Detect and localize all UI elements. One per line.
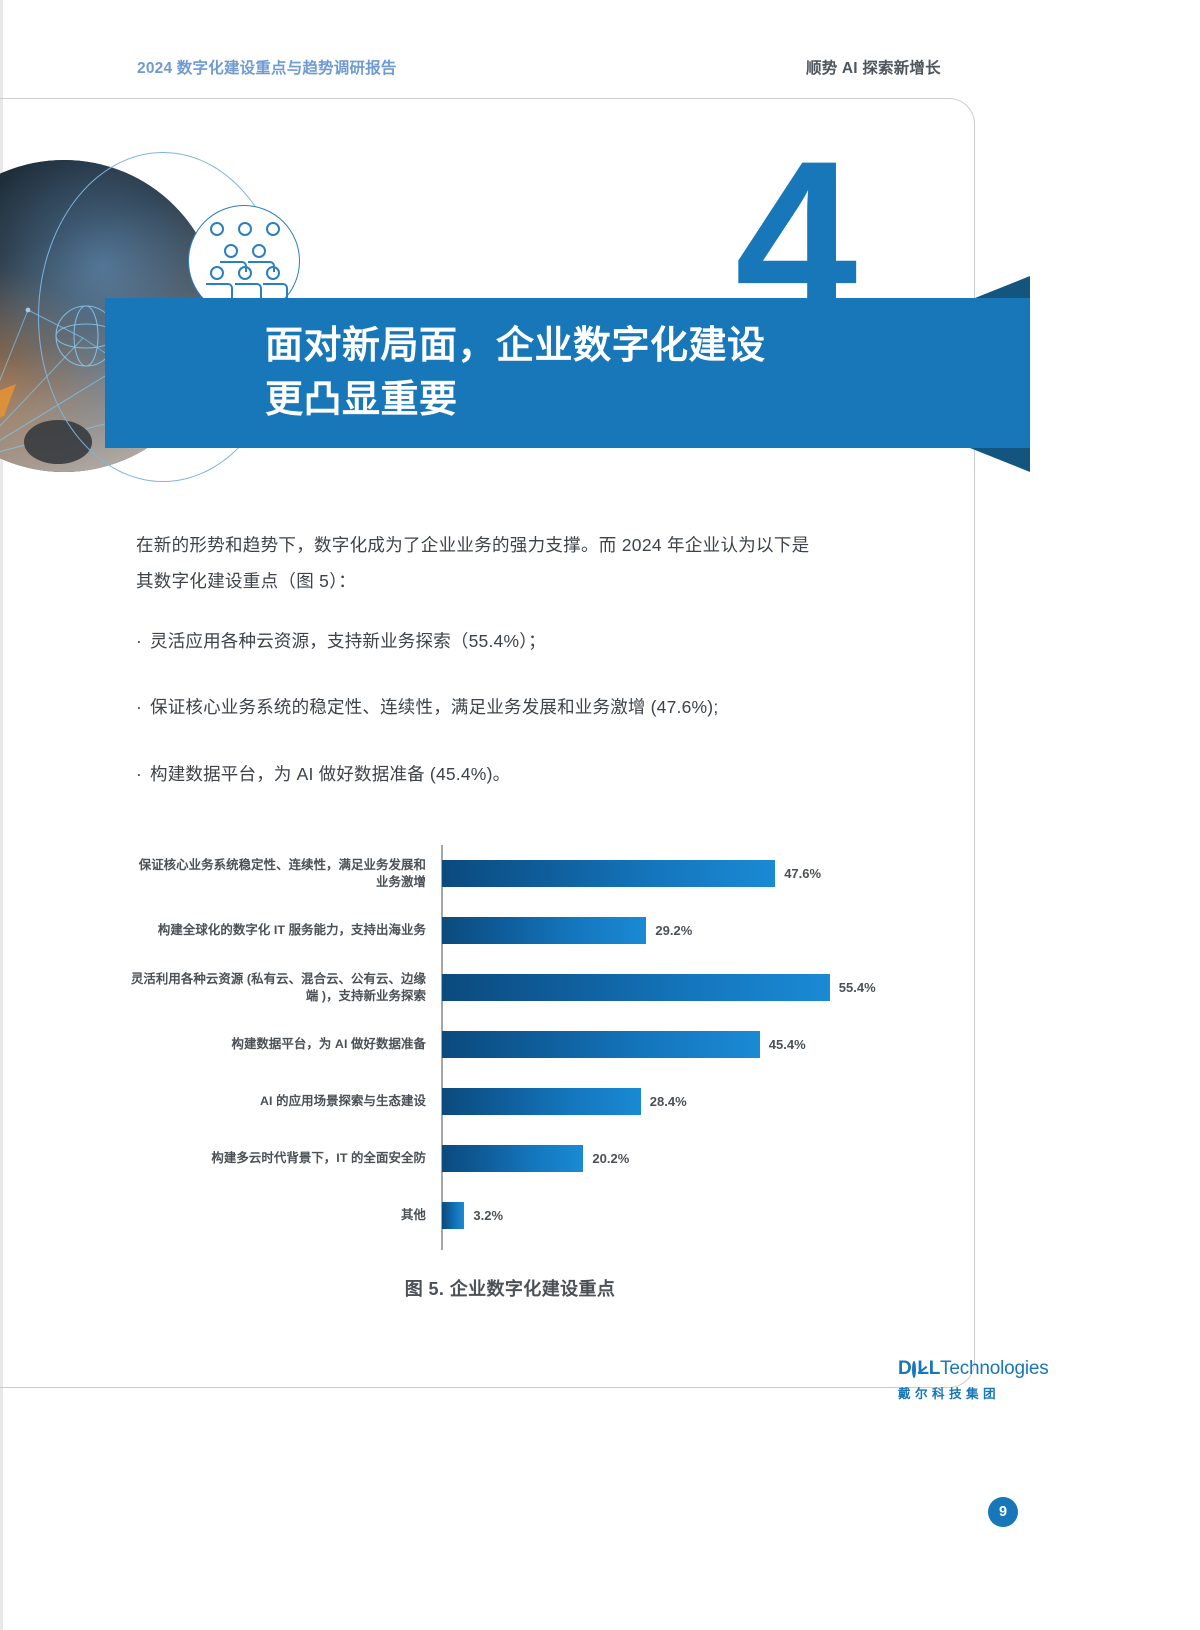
chart-bar: [442, 1145, 584, 1172]
people-group-icon: [206, 222, 288, 300]
chart-value-label: 45.4%: [768, 1037, 806, 1052]
chart-y-axis: [441, 845, 443, 1250]
list-item: · 保证核心业务系统的稳定性、连续性，满足业务发展和业务激增 (47.6%);: [136, 694, 836, 720]
bullet-marker-icon: ·: [136, 763, 143, 784]
chart-category-label: 其他: [401, 1208, 426, 1223]
dell-logo-technologies: Technologies: [940, 1358, 1049, 1379]
chart-bar-container: 20.2%: [436, 1130, 890, 1187]
chart-row: 其他 3.2%: [130, 1187, 890, 1244]
chart-value-label: 28.4%: [649, 1094, 687, 1109]
chart-category-label: 构建全球化的数字化 IT 服务能力，支持出海业务: [157, 923, 426, 938]
dell-logo-chinese: 戴尔科技集团: [898, 1387, 1000, 1401]
list-item: · 灵活应用各种云资源，支持新业务探索（55.4%）；: [136, 628, 836, 654]
chart-bar: [442, 1088, 641, 1115]
chart-category-label: 构建多云时代背景下，IT 的全面安全防: [211, 1151, 426, 1166]
chart-category-label: 构建数据平台，为 AI 做好数据准备: [231, 1037, 426, 1052]
chart-bar-container: 47.6%: [436, 845, 890, 902]
chart-bar-container: 55.4%: [436, 959, 890, 1016]
bar-chart: 保证核心业务系统稳定性、连续性，满足业务发展和业务激增 47.6% 构建全球化的数字…: [130, 845, 890, 1255]
page-decorative-outline: [0, 98, 975, 1388]
bullet-list: · 灵活应用各种云资源，支持新业务探索（55.4%）； · 保证核心业务系统的稳定性…: [136, 628, 836, 827]
dell-technologies-logo: D LL Technologies 戴尔科技集团: [898, 1358, 1049, 1402]
chart-bar: [442, 974, 830, 1001]
page-header: 2024 数字化建设重点与趋势调研报告 顺势 AI 探索新增长: [0, 56, 1200, 82]
chart-category-label: 灵活利用各种云资源 (私有云、混合云、公有云、边缘端 )，支持新业务探索: [130, 972, 426, 1003]
list-item-text: 构建数据平台，为 AI 做好数据准备 (45.4%)。: [150, 763, 511, 784]
banner-notch-bottom: [970, 448, 1030, 472]
page-left-edge: [0, 0, 3, 1630]
chart-bar-container: 28.4%: [436, 1073, 890, 1130]
chart-value-label: 20.2%: [592, 1151, 630, 1166]
chart-row: 构建数据平台，为 AI 做好数据准备 45.4%: [130, 1016, 890, 1073]
chart-row: AI 的应用场景探索与生态建设 28.4%: [130, 1073, 890, 1130]
bullet-marker-icon: ·: [136, 631, 143, 651]
chart-value-label: 29.2%: [655, 923, 693, 938]
chart-value-label: 3.2%: [473, 1208, 504, 1223]
list-item: · 构建数据平台，为 AI 做好数据准备 (45.4%)。: [136, 761, 836, 787]
chart-bar: [442, 860, 776, 887]
section-title-banner: 面对新局面，企业数字化建设 更凸显重要: [105, 298, 1030, 448]
header-report-title: 2024 数字化建设重点与趋势调研报告: [137, 60, 397, 77]
chart-bar-container: 45.4%: [436, 1016, 890, 1073]
chart-bar: [442, 917, 647, 944]
intro-paragraph: 在新的形势和趋势下，数字化成为了企业业务的强力支撑。而 2024 年企业认为以下…: [136, 535, 810, 591]
header-tagline: 顺势 AI 探索新增长: [806, 60, 941, 77]
chart-bar-container: 29.2%: [436, 902, 890, 959]
dell-logo-ring-icon: [912, 1360, 917, 1378]
chart-bar-container: 3.2%: [436, 1187, 890, 1244]
chart-row: 保证核心业务系统稳定性、连续性，满足业务发展和业务激增 47.6%: [130, 845, 890, 902]
dell-logo-ll: LL: [917, 1358, 941, 1379]
chart-row: 构建多云时代背景下，IT 的全面安全防 20.2%: [130, 1130, 890, 1187]
banner-notch-top: [970, 276, 1030, 300]
chart-row: 灵活利用各种云资源 (私有云、混合云、公有云、边缘端 )，支持新业务探索 55.4…: [130, 959, 890, 1016]
chart-caption: 图 5. 企业数字化建设重点: [404, 1279, 616, 1299]
list-item-text: 灵活应用各种云资源，支持新业务探索（55.4%）；: [150, 631, 546, 651]
chart-category-label: 保证核心业务系统稳定性、连续性，满足业务发展和业务激增: [138, 858, 426, 889]
chart-bars: 保证核心业务系统稳定性、连续性，满足业务发展和业务激增 47.6% 构建全球化的数字…: [130, 845, 890, 1244]
chart-row: 构建全球化的数字化 IT 服务能力，支持出海业务 29.2%: [130, 902, 890, 959]
bullet-marker-icon: ·: [136, 697, 143, 718]
chart-value-label: 55.4%: [838, 980, 876, 995]
chart-bar: [442, 1031, 760, 1058]
dell-logo-d: D: [898, 1358, 912, 1379]
chart-bar: [442, 1202, 465, 1229]
chart-category-label: AI 的应用场景探索与生态建设: [259, 1094, 426, 1109]
list-item-text: 保证核心业务系统的稳定性、连续性，满足业务发展和业务激增 (47.6%);: [150, 697, 719, 718]
chart-value-label: 47.6%: [784, 866, 822, 881]
section-title: 面对新局面，企业数字化建设 更凸显重要: [265, 325, 766, 421]
page-number-badge: 9: [988, 1497, 1018, 1527]
